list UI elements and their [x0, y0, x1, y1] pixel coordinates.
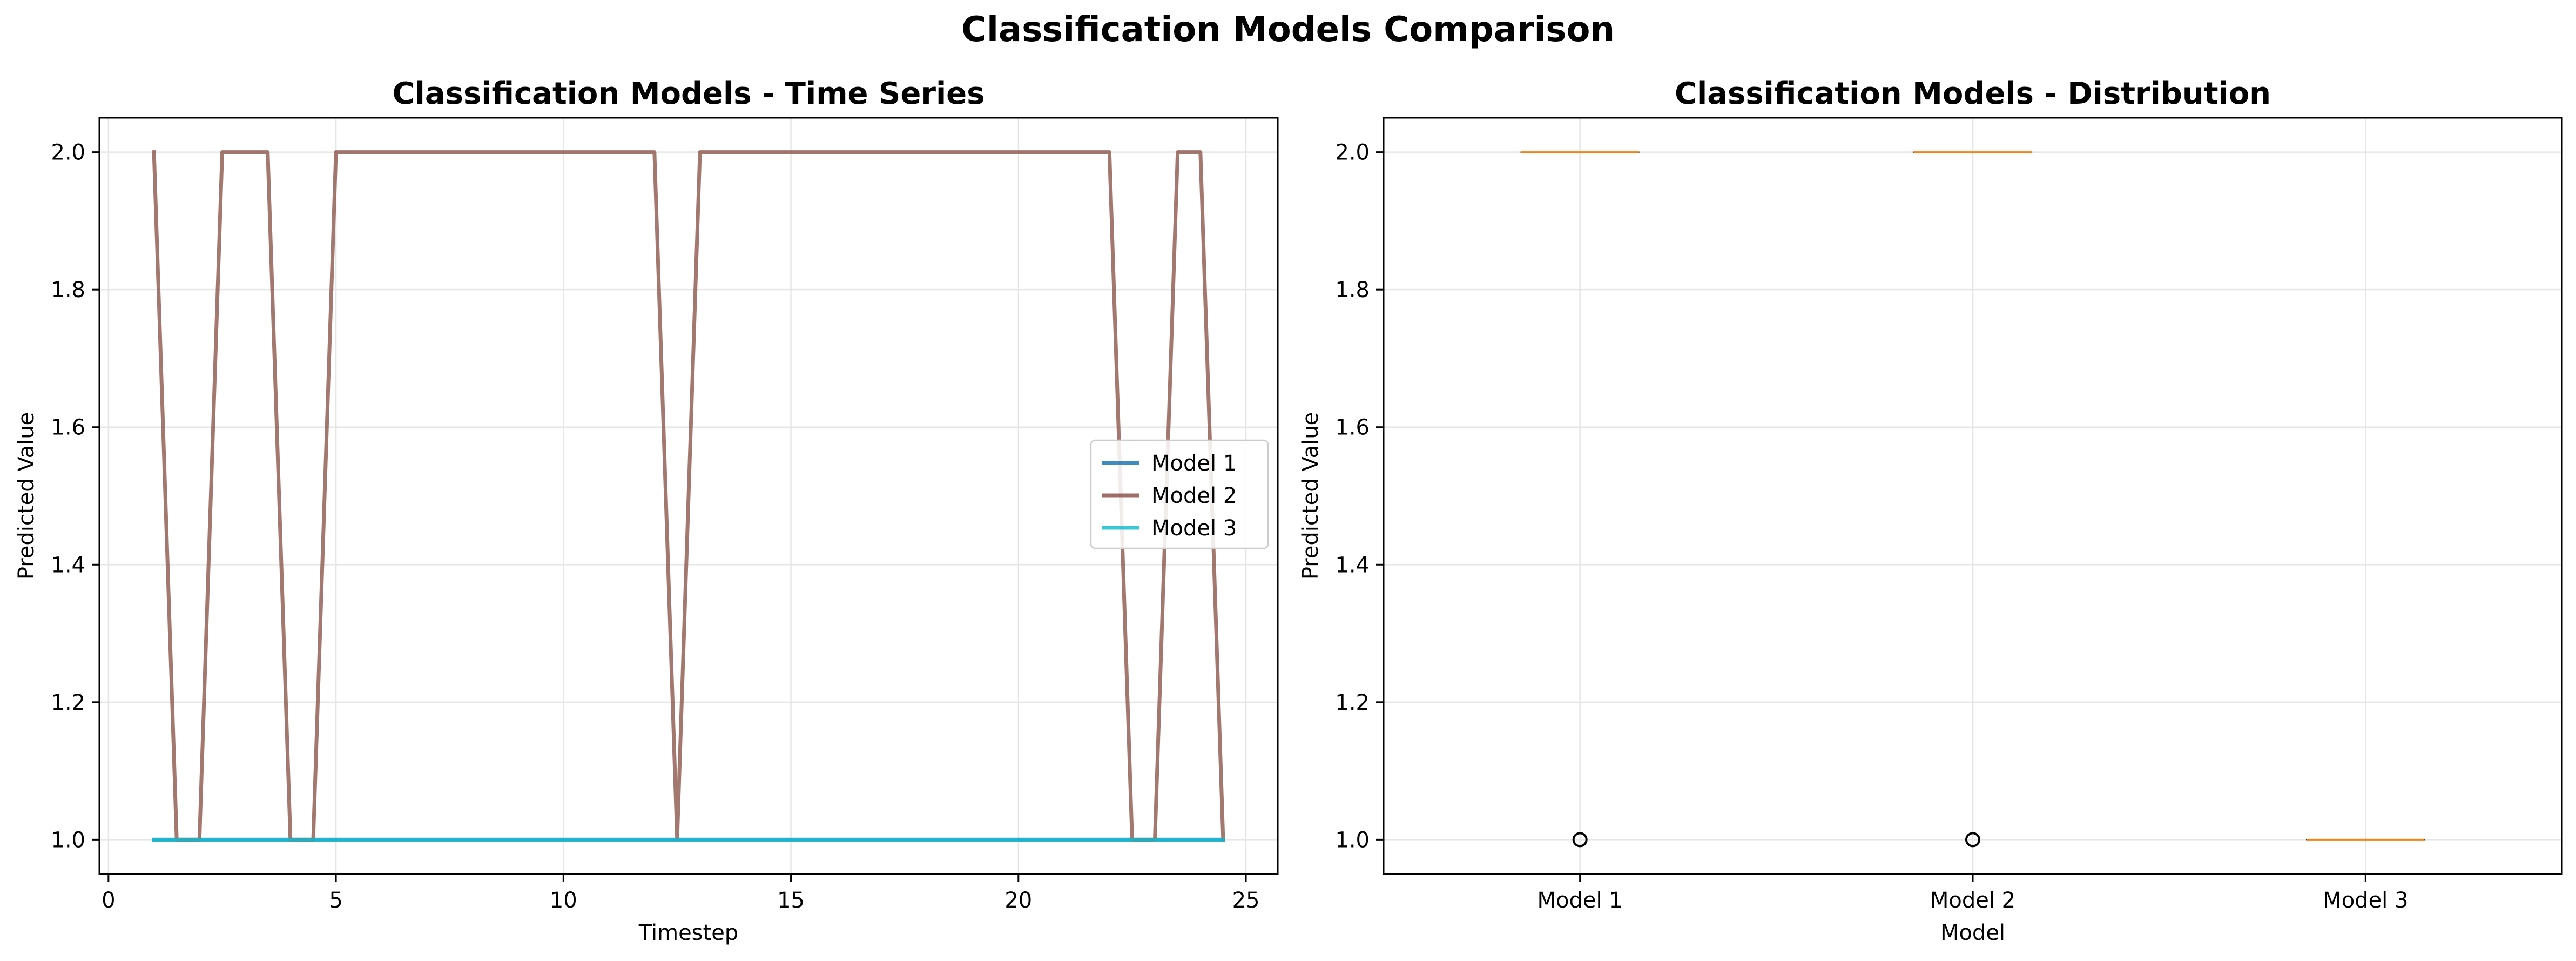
y-tick-label: 1.0	[51, 828, 85, 852]
x-tick-label: Model 3	[2323, 888, 2408, 913]
outlier-point	[1965, 832, 1980, 848]
y-tick-label: 1.6	[1335, 415, 1370, 440]
y-tick-label: 1.0	[1335, 828, 1370, 852]
legend-label-model-3: Model 3	[1151, 516, 1237, 541]
distribution-chart: Model 1 Model 2 Model 3 1.0 1.2 1.4 1.6 1.8 2.0 C…	[1298, 76, 2563, 945]
y-tick-label: 1.4	[1335, 553, 1370, 577]
x-tick-label: 5	[329, 888, 342, 913]
outlier-point	[1572, 832, 1588, 848]
x-tick-label: Model 1	[1537, 888, 1623, 913]
plot-frame	[98, 117, 1279, 875]
y-tick-label: 1.4	[51, 553, 85, 577]
x-tick-label: 25	[1232, 888, 1260, 913]
y-axis-label: Predicted Value	[1298, 412, 1323, 580]
y-tick-label: 2.0	[1335, 140, 1370, 165]
y-axis-label: Predicted Value	[14, 412, 39, 580]
x-tick-label: Model 2	[1930, 888, 2015, 913]
y-tick-label: 1.8	[51, 278, 85, 303]
x-tick-label: 0	[102, 888, 115, 913]
y-tick-label: 1.6	[51, 415, 85, 440]
time-series-chart: 0 5 10 15 20 25 1.0 1.2 1.4 1.6 1.8 2.0 Classificati…	[14, 76, 1279, 945]
figure-title: Classification Models Comparison	[961, 10, 1615, 50]
x-tick-label: 10	[550, 888, 577, 913]
y-tick-label: 1.2	[1335, 690, 1370, 715]
legend-label-model-2: Model 2	[1151, 483, 1237, 508]
chart-title: Classification Models - Distribution	[1675, 76, 2271, 111]
legend-label-model-1: Model 1	[1151, 451, 1237, 476]
y-tick-label: 2.0	[51, 140, 85, 165]
y-tick-label: 1.2	[51, 690, 85, 715]
chart-title: Classification Models - Time Series	[393, 76, 985, 111]
x-axis-label: Model	[1940, 920, 2005, 945]
series-line-model-2	[152, 150, 1225, 842]
y-tick-label: 1.8	[1335, 278, 1370, 303]
x-axis-label: Timestep	[638, 920, 738, 945]
plot-frame	[1383, 117, 2563, 875]
legend-box	[1090, 439, 1269, 549]
x-tick-label: 15	[777, 888, 805, 913]
x-tick-label: 20	[1004, 888, 1032, 913]
